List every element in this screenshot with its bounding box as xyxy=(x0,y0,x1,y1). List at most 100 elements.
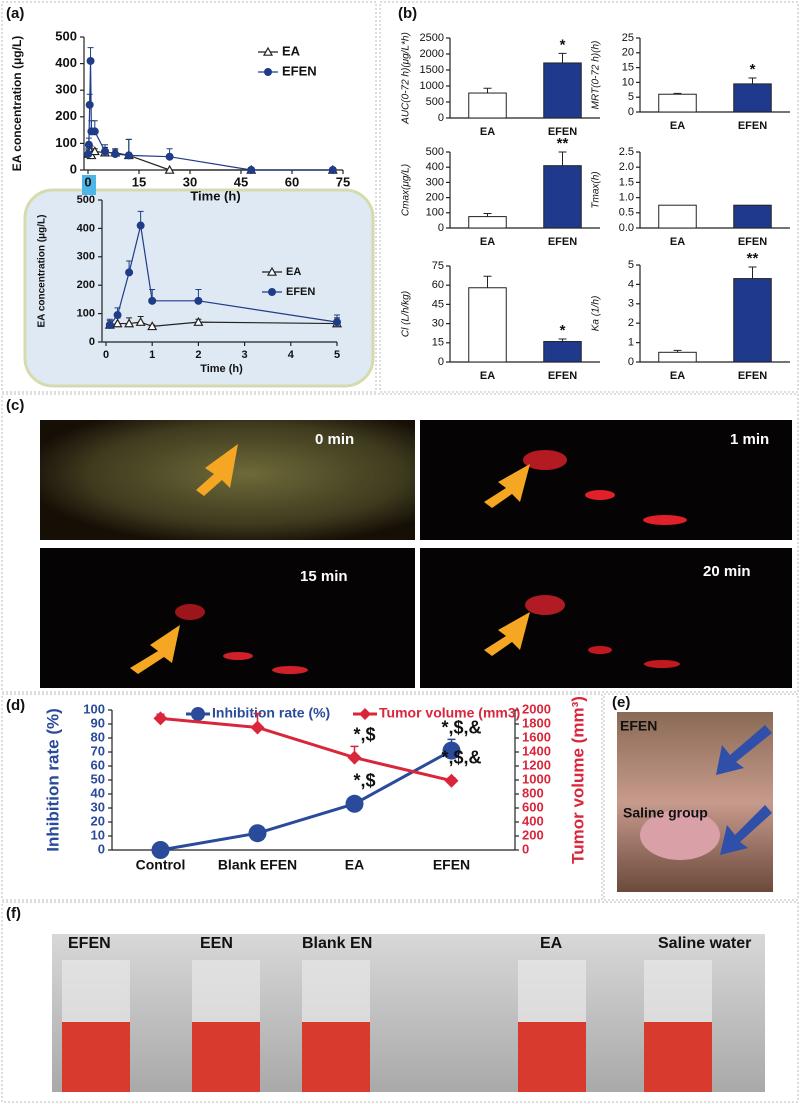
y-tick-label: 0.0 xyxy=(619,222,634,234)
marker xyxy=(153,711,168,726)
legend-label: EA xyxy=(286,266,301,278)
y-tick-label: 0 xyxy=(628,356,634,368)
x-tick-label: EFEN xyxy=(548,126,577,138)
y-tick-label: 5 xyxy=(628,91,634,103)
y-tick-label: 100 xyxy=(55,135,77,150)
marker xyxy=(444,773,459,788)
y-tick-label: 50 xyxy=(91,771,105,786)
x-tick-label: 4 xyxy=(288,349,295,361)
x-tick-label: Blank EFEN xyxy=(218,857,297,873)
marker xyxy=(84,150,93,159)
y-tick-label: 0 xyxy=(98,841,105,856)
significance-label: * xyxy=(560,322,566,339)
marker xyxy=(165,152,174,161)
panel-label: (f) xyxy=(6,905,21,922)
y-tick-label: 200 xyxy=(426,192,444,204)
y-tick-label: 25 xyxy=(622,32,634,44)
y-tick-label: 500 xyxy=(426,146,444,158)
y-tick-label: 2000 xyxy=(420,48,444,60)
y-axis-label: Ka (1/h) xyxy=(591,296,602,332)
series-line xyxy=(87,60,333,171)
y2-tick-label: 0 xyxy=(522,841,529,856)
legend-label: EFEN xyxy=(286,286,315,298)
tube-label: EFEN xyxy=(68,935,111,952)
y-tick-label: 1.5 xyxy=(619,176,634,188)
marker xyxy=(105,320,114,329)
time-label: 15 min xyxy=(300,568,348,585)
x-tick-label: EFEN xyxy=(548,370,577,382)
bar xyxy=(733,204,772,229)
marker xyxy=(328,166,337,174)
legend-marker xyxy=(191,707,205,721)
x-tick-label: 0 xyxy=(103,349,109,361)
error-bar xyxy=(483,87,492,94)
marker xyxy=(247,166,256,174)
y-tick-label: 30 xyxy=(91,799,105,814)
y-tick-label: 4 xyxy=(628,278,634,290)
marker xyxy=(125,268,134,277)
y2-tick-label: 800 xyxy=(522,785,544,800)
panel-label: (b) xyxy=(398,5,417,22)
marker xyxy=(164,164,175,174)
y-tick-label: 0 xyxy=(628,106,634,118)
error-bar xyxy=(673,92,682,95)
y-tick-label: 0 xyxy=(89,336,95,348)
marker xyxy=(151,841,170,859)
error-bar xyxy=(483,275,492,288)
y-tick-label: 1000 xyxy=(420,80,444,92)
tube-label: EEN xyxy=(200,935,233,952)
y-tick-label: 40 xyxy=(91,785,105,800)
legend-marker xyxy=(268,288,276,296)
y-axis-label: Cmax(μg/L) xyxy=(401,164,412,216)
x-tick-label: EFEN xyxy=(548,236,577,248)
legend-label: Inhibition rate (%) xyxy=(212,705,330,721)
y-tick-label: 300 xyxy=(426,176,444,188)
bar xyxy=(543,62,582,119)
y-tick-label: 2500 xyxy=(420,32,444,44)
x-tick-label: EA xyxy=(480,126,495,138)
y2-tick-label: 1000 xyxy=(522,771,551,786)
zoom-arrow xyxy=(82,175,96,195)
x-tick-label: EFEN xyxy=(738,120,767,132)
series-line xyxy=(87,149,333,171)
panel-label: (e) xyxy=(612,694,630,711)
y-axis-label: AUC(0-72 h)(μg/L*h) xyxy=(401,32,412,125)
marker xyxy=(135,316,146,326)
y2-tick-label: 1200 xyxy=(522,757,551,772)
marker xyxy=(442,741,461,760)
significance-label: *,$,& xyxy=(441,717,481,737)
y-tick-label: 2.5 xyxy=(619,146,634,158)
y-tick-label: 500 xyxy=(55,28,77,43)
error-bar xyxy=(558,52,567,63)
y-tick-label: 100 xyxy=(77,308,95,320)
y2-tick-label: 2000 xyxy=(522,701,551,716)
time-label: 0 min xyxy=(315,431,354,448)
bar xyxy=(658,351,697,363)
y-tick-label: 2 xyxy=(628,317,634,329)
y-tick-label: 0.5 xyxy=(619,207,634,219)
significance-label: ** xyxy=(747,250,759,267)
y-tick-label: 0 xyxy=(438,112,444,124)
y-tick-label: 20 xyxy=(622,47,634,59)
legend-label: EFEN xyxy=(282,63,317,78)
inset-box xyxy=(23,188,375,388)
tube-label: EA xyxy=(540,935,563,952)
y-tick-label: 0 xyxy=(438,222,444,234)
y-tick-label: 3 xyxy=(628,298,634,310)
y-tick-label: 70 xyxy=(91,743,105,758)
x-axis-label: Time (h) xyxy=(200,363,243,375)
y-tick-label: 1 xyxy=(628,337,634,349)
y-tick-label: 90 xyxy=(91,715,105,730)
y-tick-label: 0 xyxy=(438,356,444,368)
bar xyxy=(733,278,772,363)
y-tick-label: 400 xyxy=(55,55,77,70)
y-tick-label: 100 xyxy=(83,701,105,716)
bar xyxy=(658,204,697,229)
marker xyxy=(333,318,341,327)
marker xyxy=(347,750,362,765)
x-tick-label: 1 xyxy=(149,349,155,361)
significance-label: * xyxy=(560,36,566,53)
marker xyxy=(136,221,145,230)
y-tick-label: 75 xyxy=(432,260,444,272)
